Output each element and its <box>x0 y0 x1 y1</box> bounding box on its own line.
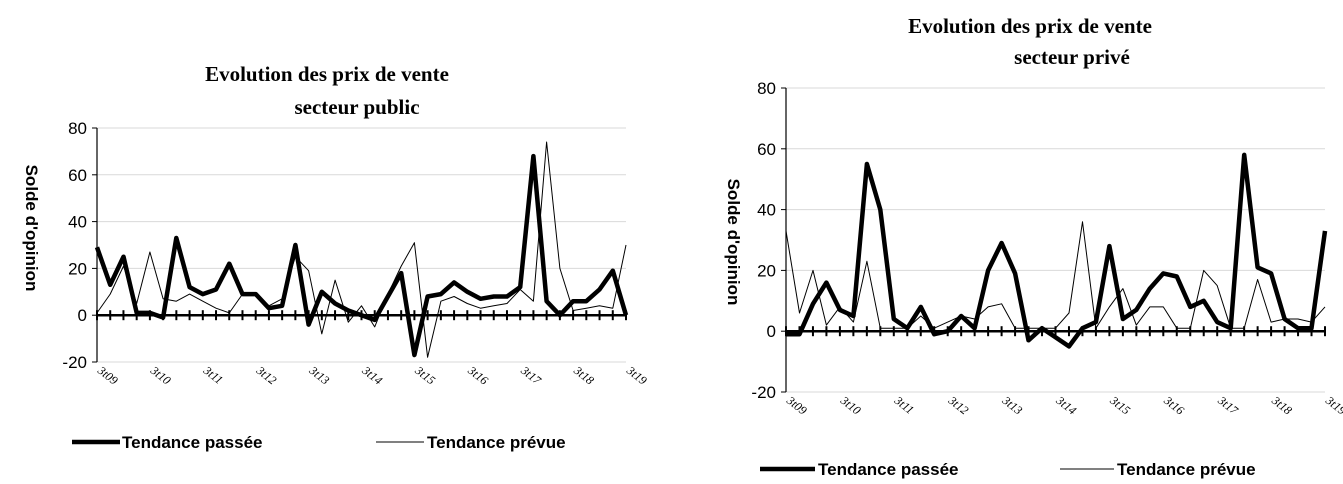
chart-prive-xtick-label: 3t18 <box>1268 393 1294 418</box>
chart-public-ylabel: Solde d'opinion <box>22 165 41 292</box>
chart-prive-xtick-label: 3t09 <box>783 393 809 418</box>
chart-public-xtick-label: 3t10 <box>147 363 173 388</box>
legend-label-prevue: Tendance prévue <box>427 433 566 452</box>
chart-public-xtick-label: 3t13 <box>306 363 332 388</box>
chart-public-ytick-label: -20 <box>62 353 87 372</box>
chart-prive-ytick-label: 80 <box>757 79 776 98</box>
legend-label-passee: Tendance passée <box>122 433 262 452</box>
legend-label-prevue: Tendance prévue <box>1117 460 1256 479</box>
chart-public-title-line2: secteur public <box>294 95 419 119</box>
chart-public-ytick-label: 80 <box>68 119 87 138</box>
chart-prive-series-prevue-line <box>785 221 1326 329</box>
chart-prive-ytick-label: 40 <box>757 201 776 220</box>
chart-public-ytick-label: 0 <box>78 306 87 325</box>
chart-prive-ytick-label: 0 <box>767 322 776 341</box>
chart-public-xtick-label: 3t19 <box>623 363 649 388</box>
chart-prive-legend: Tendance passée Tendance prévue <box>760 460 1256 479</box>
chart-prive-ytick-label: 60 <box>757 140 776 159</box>
chart-prive-title-line1: Evolution des prix de vente <box>908 14 1152 38</box>
chart-prive-xtick-label: 3t19 <box>1322 393 1343 418</box>
chart-public-xtick-label: 3t17 <box>518 363 545 388</box>
chart-prive-xtick-label: 3t15 <box>1107 393 1133 418</box>
chart-prive-xtick-label: 3t13 <box>999 393 1025 418</box>
chart-prive-ytick-label: -20 <box>751 383 776 402</box>
chart-prive-series-passee-line <box>786 152 1328 349</box>
chart-public-ytick-label: 60 <box>68 166 87 185</box>
chart-public-xtick-label: 3t11 <box>200 363 226 387</box>
chart-public-xtick-label: 3t16 <box>465 363 491 388</box>
chart-public-xtick-label: 3t15 <box>412 363 438 388</box>
chart-public-xtick-label: 3t14 <box>359 363 385 388</box>
chart-prive-xtick-label: 3t16 <box>1161 393 1187 418</box>
chart-public: Evolution des prix de vente secteur publ… <box>22 62 650 452</box>
chart-prive-ytick-label: 20 <box>757 261 776 280</box>
chart-prive-ylabel: Solde d'opinion <box>724 179 743 306</box>
chart-public-legend: Tendance passée Tendance prévue <box>72 433 566 452</box>
chart-public-ytick-label: 40 <box>68 213 87 232</box>
chart-prive-xtick-label: 3t17 <box>1215 393 1242 418</box>
chart-public-ytick-label: 20 <box>68 259 87 278</box>
chart-public-xtick-label: 3t12 <box>253 363 279 388</box>
chart-prive-xtick-label: 3t14 <box>1053 393 1079 418</box>
chart-prive-xtick-label: 3t11 <box>891 393 917 417</box>
chart-public-series-prevue-line <box>96 141 627 358</box>
legend-label-passee: Tendance passée <box>818 460 958 479</box>
chart-public-title-line1: Evolution des prix de vente <box>205 62 449 86</box>
chart-prive-title-line2: secteur privé <box>1014 45 1130 69</box>
chart-public-series-passee-line <box>94 153 629 358</box>
chart-prive-xtick-label: 3t10 <box>837 393 863 418</box>
chart-public-xtick-label: 3t18 <box>570 363 596 388</box>
chart-prive-xtick-label: 3t12 <box>945 393 971 418</box>
chart-public-xtick-label: 3t09 <box>94 363 120 388</box>
chart-prive: Evolution des prix de vente secteur priv… <box>724 14 1343 479</box>
